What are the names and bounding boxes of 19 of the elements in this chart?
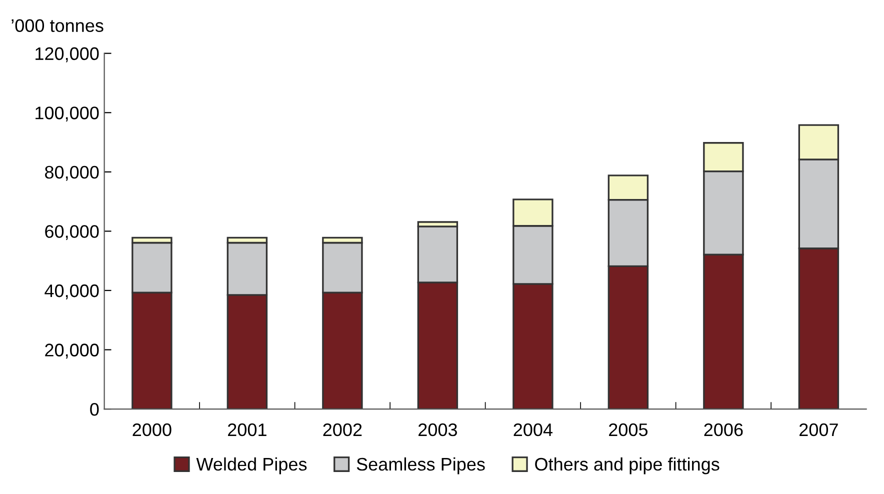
legend-label: Others and pipe fittings bbox=[535, 457, 720, 474]
x-tick-label: 2001 bbox=[228, 423, 266, 436]
y-tick-label: 40,000 bbox=[44, 284, 99, 300]
x-tick-label: 2007 bbox=[800, 423, 838, 436]
x-tick-label: 2004 bbox=[514, 423, 552, 436]
y-tick-label: 80,000 bbox=[45, 166, 99, 181]
y-tick-label: 120,000 bbox=[36, 47, 99, 62]
x-tick-label: 2006 bbox=[704, 423, 743, 436]
y-axis-title: ’000 tonnes bbox=[12, 19, 104, 32]
x-tick-label: 2002 bbox=[323, 423, 362, 436]
y-tick-label: 60,000 bbox=[45, 225, 99, 240]
x-tick-label: 2000 bbox=[132, 423, 172, 436]
y-tick-label: 0 bbox=[90, 402, 99, 416]
legend-label: Seamless Pipes bbox=[356, 457, 485, 474]
y-tick-label: 20,000 bbox=[45, 344, 99, 359]
x-tick-label: 2005 bbox=[609, 423, 648, 436]
x-tick-label: 2003 bbox=[418, 423, 457, 436]
y-tick-label: 100,000 bbox=[36, 106, 99, 122]
legend-label: Welded Pipes bbox=[196, 457, 307, 474]
